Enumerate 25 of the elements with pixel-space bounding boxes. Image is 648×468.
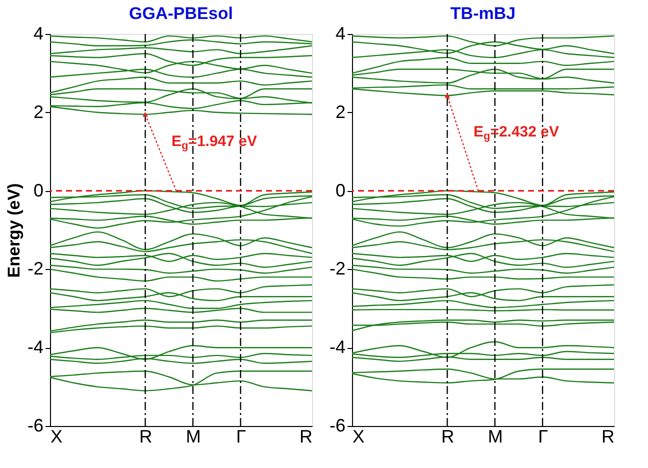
x-tick-label: R (139, 426, 152, 446)
y-tick-label: -4 (329, 337, 346, 358)
x-tick-label: M (488, 426, 503, 446)
x-tick-label: M (186, 426, 201, 446)
x-tick-label: Γ (236, 426, 246, 446)
chart-title: TB-mBJ (450, 4, 516, 23)
y-tick-label: 4 (33, 24, 44, 44)
x-tick-label: R (441, 426, 454, 446)
y-tick-label: -6 (329, 416, 346, 436)
y-tick-label: 4 (335, 24, 346, 44)
y-tick-label: 2 (335, 102, 346, 122)
x-tick-label: R (300, 426, 312, 446)
chart-title: GGA-PBEsol (129, 4, 233, 23)
x-tick-label: X (352, 426, 365, 446)
y-axis-title: Energy (eV) (4, 183, 24, 278)
x-tick-label: Γ (538, 426, 548, 446)
y-tick-label: 2 (33, 102, 44, 122)
y-tick-label: 0 (33, 180, 44, 200)
x-tick-label: X (50, 426, 63, 446)
y-tick-label: -4 (27, 337, 44, 358)
y-tick-label: -2 (27, 258, 44, 279)
y-tick-label: -2 (329, 258, 346, 279)
y-tick-label: -6 (27, 416, 44, 436)
y-tick-label: 0 (335, 180, 346, 200)
x-tick-label: R (602, 426, 614, 446)
